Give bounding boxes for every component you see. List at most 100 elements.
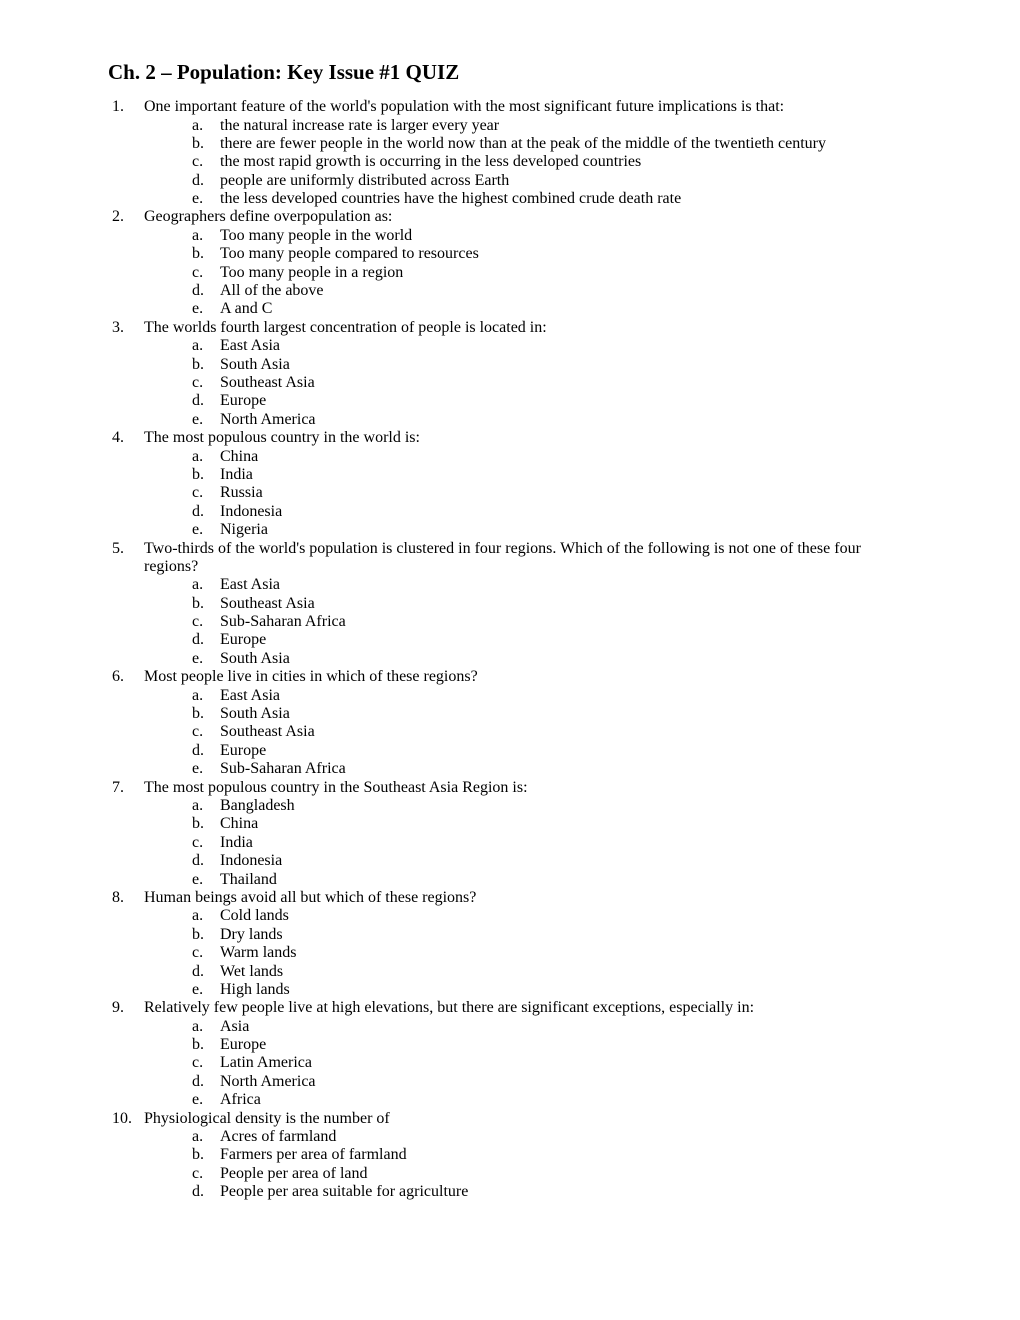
- question-number: 3.: [108, 319, 144, 429]
- option-item: e.the less developed countries have the …: [192, 190, 912, 208]
- option-letter: a.: [192, 797, 220, 815]
- option-item: d.Europe: [192, 392, 912, 410]
- question-text: The most populous country in the world i…: [144, 429, 912, 447]
- option-letter: b.: [192, 356, 220, 374]
- option-letter: c.: [192, 374, 220, 392]
- option-text: Farmers per area of farmland: [220, 1146, 407, 1164]
- question-body: Physiological density is the number ofa.…: [144, 1110, 912, 1202]
- option-text: the natural increase rate is larger ever…: [220, 117, 499, 135]
- option-item: c.Too many people in a region: [192, 264, 912, 282]
- question-item: 10.Physiological density is the number o…: [108, 1110, 912, 1202]
- option-letter: e.: [192, 300, 220, 318]
- option-item: a.East Asia: [192, 576, 912, 594]
- question-text: Two-thirds of the world's population is …: [144, 540, 912, 577]
- option-item: e.Africa: [192, 1091, 912, 1109]
- option-item: d.Wet lands: [192, 963, 912, 981]
- option-text: North America: [220, 1073, 316, 1091]
- question-number: 6.: [108, 668, 144, 778]
- option-text: Dry lands: [220, 926, 283, 944]
- option-text: China: [220, 448, 258, 466]
- option-text: Latin America: [220, 1054, 312, 1072]
- page-title: Ch. 2 – Population: Key Issue #1 QUIZ: [108, 60, 912, 84]
- option-letter: e.: [192, 981, 220, 999]
- option-item: d.people are uniformly distributed acros…: [192, 172, 912, 190]
- option-item: d.North America: [192, 1073, 912, 1091]
- question-number: 5.: [108, 540, 144, 669]
- option-text: Asia: [220, 1018, 249, 1036]
- option-letter: b.: [192, 815, 220, 833]
- option-item: b.Farmers per area of farmland: [192, 1146, 912, 1164]
- question-number: 4.: [108, 429, 144, 539]
- option-item: a.Acres of farmland: [192, 1128, 912, 1146]
- option-letter: d.: [192, 963, 220, 981]
- option-letter: d.: [192, 631, 220, 649]
- question-item: 8.Human beings avoid all but which of th…: [108, 889, 912, 999]
- option-item: e.North America: [192, 411, 912, 429]
- option-item: c.the most rapid growth is occurring in …: [192, 153, 912, 171]
- option-item: a.East Asia: [192, 337, 912, 355]
- option-text: Southeast Asia: [220, 595, 315, 613]
- question-item: 3.The worlds fourth largest concentratio…: [108, 319, 912, 429]
- option-text: Europe: [220, 1036, 266, 1054]
- option-letter: b.: [192, 135, 220, 153]
- option-text: Too many people in a region: [220, 264, 403, 282]
- option-letter: b.: [192, 705, 220, 723]
- option-item: b.Too many people compared to resources: [192, 245, 912, 263]
- option-text: South Asia: [220, 705, 290, 723]
- question-body: Human beings avoid all but which of thes…: [144, 889, 912, 999]
- option-item: a.China: [192, 448, 912, 466]
- question-body: Relatively few people live at high eleva…: [144, 999, 912, 1109]
- option-letter: b.: [192, 1036, 220, 1054]
- question-number: 2.: [108, 208, 144, 318]
- question-body: Two-thirds of the world's population is …: [144, 540, 912, 669]
- option-letter: c.: [192, 723, 220, 741]
- option-letter: d.: [192, 1073, 220, 1091]
- question-item: 5.Two-thirds of the world's population i…: [108, 540, 912, 669]
- question-text: Most people live in cities in which of t…: [144, 668, 912, 686]
- option-letter: c.: [192, 264, 220, 282]
- option-letter: d.: [192, 172, 220, 190]
- option-item: a.Cold lands: [192, 907, 912, 925]
- option-item: b.China: [192, 815, 912, 833]
- option-text: People per area suitable for agriculture: [220, 1183, 468, 1201]
- option-letter: c.: [192, 1165, 220, 1183]
- option-text: All of the above: [220, 282, 324, 300]
- option-text: South Asia: [220, 650, 290, 668]
- option-item: d.Europe: [192, 631, 912, 649]
- question-text: The most populous country in the Southea…: [144, 779, 912, 797]
- question-number: 1.: [108, 98, 144, 208]
- option-text: Nigeria: [220, 521, 268, 539]
- option-item: e.A and C: [192, 300, 912, 318]
- option-letter: e.: [192, 190, 220, 208]
- option-item: d.Indonesia: [192, 852, 912, 870]
- option-letter: d.: [192, 282, 220, 300]
- option-list: a.Too many people in the worldb.Too many…: [192, 227, 912, 319]
- question-number: 8.: [108, 889, 144, 999]
- question-list: 1.One important feature of the world's p…: [108, 98, 912, 1201]
- option-letter: b.: [192, 466, 220, 484]
- option-text: East Asia: [220, 576, 280, 594]
- option-text: there are fewer people in the world now …: [220, 135, 826, 153]
- question-item: 6.Most people live in cities in which of…: [108, 668, 912, 778]
- option-text: Russia: [220, 484, 263, 502]
- question-body: The most populous country in the Southea…: [144, 779, 912, 889]
- option-item: b.Dry lands: [192, 926, 912, 944]
- option-item: b.Southeast Asia: [192, 595, 912, 613]
- option-item: d.All of the above: [192, 282, 912, 300]
- option-text: People per area of land: [220, 1165, 367, 1183]
- option-text: Africa: [220, 1091, 261, 1109]
- question-body: Geographers define overpopulation as:a.T…: [144, 208, 912, 318]
- option-letter: c.: [192, 153, 220, 171]
- option-text: the most rapid growth is occurring in th…: [220, 153, 641, 171]
- option-text: South Asia: [220, 356, 290, 374]
- option-list: a.the natural increase rate is larger ev…: [192, 117, 912, 209]
- option-letter: c.: [192, 834, 220, 852]
- option-letter: a.: [192, 1128, 220, 1146]
- option-text: India: [220, 466, 253, 484]
- option-item: a.the natural increase rate is larger ev…: [192, 117, 912, 135]
- option-text: the less developed countries have the hi…: [220, 190, 681, 208]
- option-letter: a.: [192, 227, 220, 245]
- option-item: e.Nigeria: [192, 521, 912, 539]
- option-letter: b.: [192, 245, 220, 263]
- option-text: Indonesia: [220, 503, 282, 521]
